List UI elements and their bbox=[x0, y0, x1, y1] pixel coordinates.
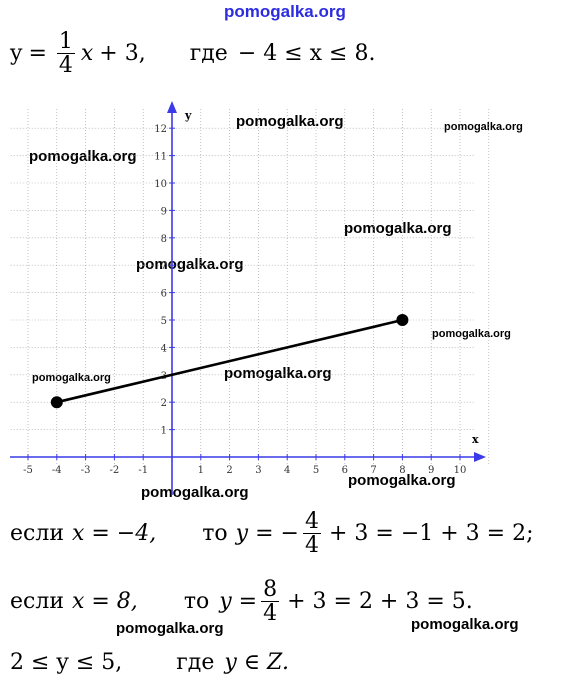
x-axis-arrow bbox=[474, 452, 486, 462]
range-line: 2 ≤ y ≤ 5, где y ∈ Z. bbox=[10, 650, 289, 675]
y-tick-label: 11 bbox=[154, 152, 167, 163]
axes bbox=[10, 101, 486, 495]
fraction: 8 4 bbox=[261, 577, 280, 627]
x-tick-label: -1 bbox=[138, 465, 148, 476]
grid bbox=[10, 109, 490, 466]
segment-start-point bbox=[50, 396, 63, 409]
formula-fraction: 1 4 bbox=[56, 29, 75, 79]
function-formula: y = 1 4 x + 3, где − 4 ≤ x ≤ 8. bbox=[10, 30, 375, 77]
y-tick-label: 2 bbox=[161, 398, 167, 409]
condition: x = −4, bbox=[71, 521, 157, 547]
formula-where: где bbox=[189, 41, 228, 67]
y-tick-label: 9 bbox=[161, 206, 167, 217]
watermark: pomogalka.org bbox=[444, 121, 523, 133]
rhs: + 3 = −1 + 3 = 2; bbox=[328, 521, 534, 547]
x-tick-label: 8 bbox=[399, 465, 405, 476]
then-word: то bbox=[202, 521, 228, 547]
lhs: y = bbox=[219, 589, 258, 615]
watermark: pomogalka.org bbox=[236, 113, 344, 130]
x-tick-label: 5 bbox=[313, 465, 319, 476]
x-tick-label: 6 bbox=[342, 465, 348, 476]
fraction: 4 4 bbox=[302, 509, 321, 559]
watermark-top: pomogalka.org bbox=[224, 2, 346, 21]
formula-y: y bbox=[10, 41, 23, 67]
watermark: pomogalka.org bbox=[432, 328, 511, 340]
x-axis-label: x bbox=[472, 433, 479, 446]
fraction-numerator: 8 bbox=[263, 577, 278, 602]
x-tick-label: 2 bbox=[226, 465, 232, 476]
fraction-denominator: 4 bbox=[56, 53, 75, 79]
function-graph: xy-5-4-3-2-112345678910123456789101112 bbox=[10, 101, 490, 495]
y-tick-label: 1 bbox=[161, 426, 167, 437]
y-tick-label: 10 bbox=[154, 179, 167, 190]
fraction-numerator: 4 bbox=[304, 509, 319, 534]
calc-line-x-8: если x = 8, то y = 8 4 + 3 = 2 + 3 = 5. bbox=[10, 578, 473, 625]
watermark: pomogalka.org bbox=[411, 616, 519, 633]
function-segment bbox=[56, 318, 403, 404]
formula-domain: − 4 ≤ x ≤ 8. bbox=[237, 41, 376, 67]
formula-x: x bbox=[80, 41, 94, 67]
watermark: pomogalka.org bbox=[136, 256, 244, 273]
x-tick-label: 3 bbox=[255, 465, 261, 476]
formula-equals: = bbox=[28, 41, 47, 67]
y-tick-label: 12 bbox=[154, 124, 167, 135]
y-range: 2 ≤ y ≤ 5, bbox=[10, 650, 123, 675]
y-tick-label: 4 bbox=[161, 343, 167, 354]
y-tick-label: 7 bbox=[161, 261, 167, 272]
formula-tail: + 3, bbox=[99, 41, 146, 67]
if-word: если bbox=[10, 589, 64, 615]
x-tick-label: -2 bbox=[110, 465, 120, 476]
fraction-denominator: 4 bbox=[302, 533, 321, 559]
watermark: pomogalka.org bbox=[224, 365, 332, 382]
segment-end-point bbox=[396, 314, 409, 326]
y-axis-label: y bbox=[184, 109, 192, 122]
watermark: pomogalka.org bbox=[344, 220, 452, 237]
plot-segment bbox=[50, 314, 409, 409]
x-tick-label: -5 bbox=[23, 465, 33, 476]
x-tick-label: 7 bbox=[370, 465, 376, 476]
condition: x = 8, bbox=[71, 589, 138, 615]
y-axis-arrow bbox=[167, 101, 177, 113]
fraction-numerator: 1 bbox=[58, 29, 73, 54]
y-tick-label: 6 bbox=[161, 289, 167, 300]
x-tick-label: 4 bbox=[284, 465, 290, 476]
y-tick-label: 5 bbox=[161, 316, 167, 327]
watermark: pomogalka.org bbox=[32, 372, 111, 384]
watermark: pomogalka.org bbox=[141, 484, 249, 501]
if-word: если bbox=[10, 521, 64, 547]
where-word: где bbox=[176, 650, 215, 675]
lhs: y = − bbox=[235, 521, 299, 547]
y-tick-label: 8 bbox=[161, 234, 167, 245]
x-tick-label: 9 bbox=[428, 465, 434, 476]
integer-set: y ∈ Z. bbox=[224, 650, 289, 675]
watermark: pomogalka.org bbox=[29, 148, 137, 165]
watermark: pomogalka.org bbox=[348, 472, 456, 489]
watermark: pomogalka.org bbox=[116, 620, 224, 637]
x-tick-label: -4 bbox=[52, 465, 62, 476]
x-tick-label: 1 bbox=[198, 465, 204, 476]
x-tick-label: -3 bbox=[81, 465, 91, 476]
rhs: + 3 = 2 + 3 = 5. bbox=[287, 589, 473, 615]
calc-line-x-neg4: если x = −4, то y = − 4 4 + 3 = −1 + 3 =… bbox=[10, 510, 534, 557]
fraction-denominator: 4 bbox=[261, 601, 280, 627]
then-word: то bbox=[183, 589, 210, 615]
x-tick-label: 10 bbox=[454, 465, 467, 476]
